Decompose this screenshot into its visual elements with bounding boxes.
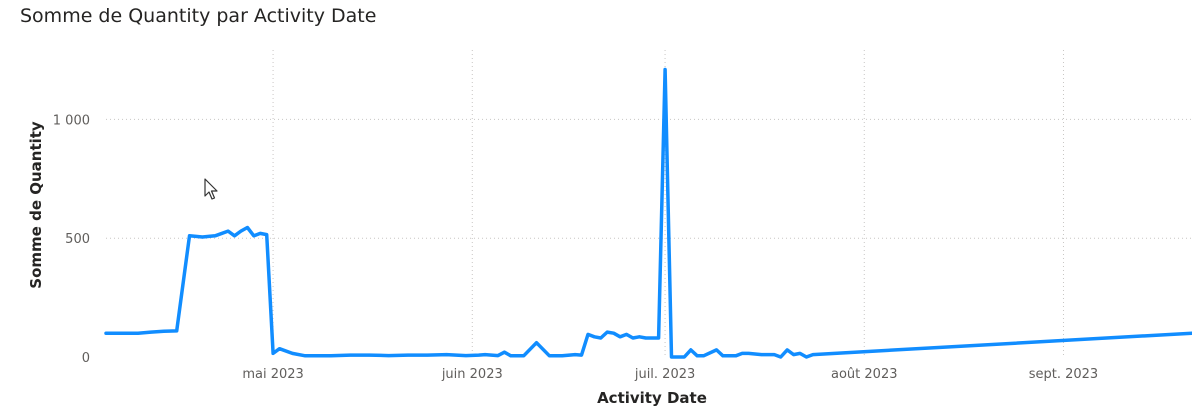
data-point[interactable]: [663, 68, 667, 71]
data-point[interactable]: [496, 354, 500, 357]
data-point[interactable]: [683, 355, 686, 359]
data-point[interactable]: [702, 354, 705, 357]
data-point[interactable]: [618, 335, 622, 338]
data-point[interactable]: [477, 353, 480, 357]
data-point[interactable]: [368, 353, 371, 357]
data-point[interactable]: [760, 353, 763, 356]
data-point[interactable]: [509, 354, 512, 357]
data-point[interactable]: [349, 353, 352, 357]
data-point[interactable]: [445, 353, 448, 356]
data-point[interactable]: [291, 352, 294, 355]
data-point[interactable]: [728, 354, 731, 357]
data-point[interactable]: [593, 335, 596, 338]
y-tick-label: 1 000: [53, 113, 90, 128]
data-point[interactable]: [734, 354, 737, 357]
data-point[interactable]: [316, 354, 320, 357]
data-point[interactable]: [162, 330, 165, 333]
data-point[interactable]: [464, 354, 468, 357]
data-point[interactable]: [561, 354, 564, 357]
data-point[interactable]: [188, 234, 191, 237]
data-point[interactable]: [586, 333, 590, 336]
data-point[interactable]: [503, 351, 506, 354]
data-point[interactable]: [175, 329, 178, 333]
data-point[interactable]: [246, 226, 249, 229]
data-point[interactable]: [252, 234, 255, 237]
data-point[interactable]: [612, 332, 615, 335]
data-point[interactable]: [715, 348, 718, 352]
data-point[interactable]: [259, 232, 262, 235]
x-axis-ticks: mai 2023 juin 2023 juil. 2023 août 2023 sept…: [242, 367, 1098, 382]
gridlines: [106, 50, 1192, 357]
data-point[interactable]: [631, 336, 635, 340]
x-tick-label: juil. 2023: [634, 367, 695, 382]
data-point[interactable]: [573, 353, 577, 356]
data-point[interactable]: [483, 353, 487, 356]
data-point[interactable]: [657, 336, 660, 340]
data-point[interactable]: [201, 235, 204, 239]
data-point[interactable]: [580, 353, 583, 357]
y-tick-label: 0: [82, 351, 90, 366]
x-axis-title: Activity Date: [597, 389, 707, 407]
x-tick-label: mai 2023: [242, 367, 303, 382]
data-point[interactable]: [689, 348, 692, 352]
chart-title: Somme de Quantity par Activity Date: [20, 5, 377, 27]
y-axis-ticks: 0 500 1 000: [53, 113, 90, 366]
data-point[interactable]: [104, 332, 108, 335]
data-point[interactable]: [271, 352, 275, 355]
data-point[interactable]: [741, 352, 744, 355]
data-point[interactable]: [304, 354, 307, 357]
data-point[interactable]: [606, 330, 609, 334]
y-axis-title: Somme de Quantity: [27, 121, 45, 289]
data-point[interactable]: [214, 234, 217, 237]
x-tick-label: sept. 2023: [1029, 367, 1098, 382]
data-point[interactable]: [265, 233, 268, 236]
data-point[interactable]: [747, 352, 750, 355]
data-point[interactable]: [798, 352, 802, 355]
series-layer: [104, 67, 1192, 359]
data-point[interactable]: [136, 332, 140, 335]
data-point[interactable]: [239, 229, 243, 233]
y-tick-label: 500: [65, 232, 90, 247]
data-point[interactable]: [522, 354, 525, 357]
data-point[interactable]: [226, 229, 230, 233]
data-point[interactable]: [278, 347, 281, 350]
data-point[interactable]: [773, 353, 776, 356]
data-point[interactable]: [644, 336, 647, 340]
data-point[interactable]: [779, 355, 782, 359]
data-point[interactable]: [696, 354, 699, 357]
data-point[interactable]: [638, 335, 641, 338]
data-point[interactable]: [329, 354, 333, 357]
data-point[interactable]: [117, 332, 121, 335]
data-point[interactable]: [149, 330, 153, 334]
data-point[interactable]: [535, 341, 538, 344]
data-point[interactable]: [721, 354, 725, 357]
data-point[interactable]: [387, 354, 390, 357]
data-point[interactable]: [406, 353, 410, 357]
data-point[interactable]: [548, 354, 551, 357]
series-line-0[interactable]: [104, 67, 1192, 359]
mouse-pointer-icon: [204, 178, 218, 200]
x-tick-label: août 2023: [831, 367, 897, 382]
data-point[interactable]: [805, 355, 808, 359]
x-tick-label: juin 2023: [441, 367, 503, 382]
data-point[interactable]: [599, 336, 602, 340]
data-point[interactable]: [625, 333, 628, 336]
data-point[interactable]: [811, 353, 815, 356]
data-point[interactable]: [786, 348, 789, 352]
data-point[interactable]: [426, 353, 429, 357]
data-point[interactable]: [554, 354, 557, 357]
data-point[interactable]: [233, 234, 236, 237]
data-point[interactable]: [670, 355, 673, 359]
data-point[interactable]: [792, 353, 795, 356]
